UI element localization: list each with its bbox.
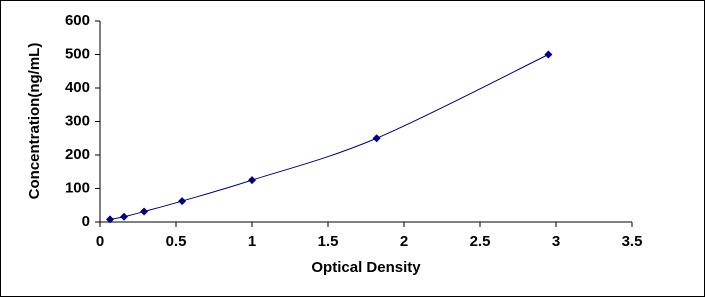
x-tick-label: 3.5 bbox=[622, 233, 643, 250]
y-axis-label: Concentration(ng/mL) bbox=[26, 43, 43, 200]
marker bbox=[372, 134, 381, 143]
x-tick-label: 0.5 bbox=[166, 233, 187, 250]
x-tick-label: 2.5 bbox=[470, 233, 491, 250]
y-tick-label: 400 bbox=[65, 79, 90, 96]
x-tick-label: 2 bbox=[400, 233, 408, 250]
x-axis-label: Optical Density bbox=[311, 259, 421, 276]
marker bbox=[544, 50, 553, 59]
marker bbox=[120, 212, 129, 221]
y-tick-label: 600 bbox=[65, 12, 90, 29]
x-tick-label: 1 bbox=[248, 233, 256, 250]
x-tick-label: 1.5 bbox=[318, 233, 339, 250]
marker bbox=[140, 207, 149, 216]
y-tick-label: 200 bbox=[65, 146, 90, 163]
x-tick-label: 3 bbox=[552, 233, 560, 250]
marker bbox=[106, 215, 115, 224]
x-tick-label: 0 bbox=[96, 233, 104, 250]
marker bbox=[248, 176, 256, 185]
y-tick-label: 100 bbox=[65, 179, 90, 196]
y-tick-label: 500 bbox=[65, 45, 90, 62]
marker bbox=[178, 197, 187, 206]
y-tick-label: 0 bbox=[82, 213, 90, 230]
y-tick-label: 300 bbox=[65, 112, 90, 129]
